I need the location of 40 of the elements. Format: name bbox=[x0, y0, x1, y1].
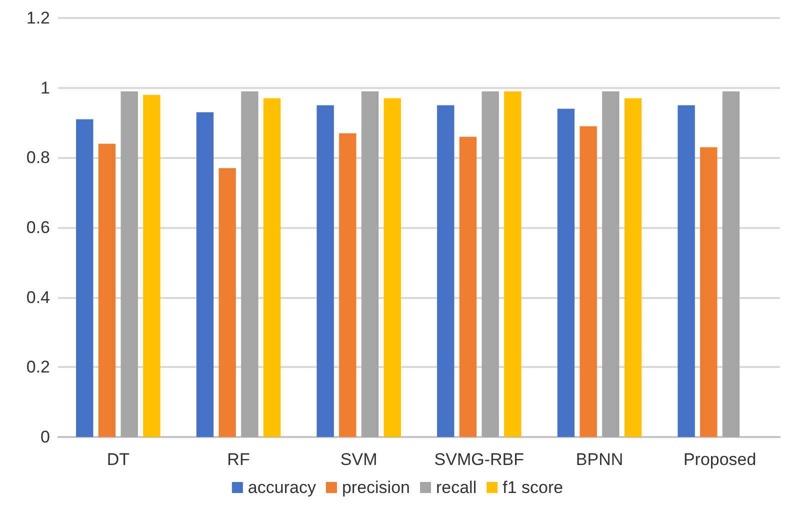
x-tick-label: SVM bbox=[340, 450, 378, 469]
bar bbox=[316, 105, 334, 437]
bar bbox=[722, 91, 740, 437]
bar bbox=[218, 168, 236, 437]
bar bbox=[504, 91, 522, 437]
y-tick-label: 0.2 bbox=[26, 358, 50, 377]
bar bbox=[602, 91, 620, 437]
y-tick-label: 1 bbox=[40, 78, 50, 98]
bar bbox=[384, 98, 401, 437]
bar bbox=[361, 91, 379, 437]
x-tick-label: RF bbox=[227, 450, 250, 469]
bar bbox=[339, 133, 356, 437]
y-tick-label: 0 bbox=[40, 428, 50, 446]
legend-label: accuracy bbox=[248, 478, 316, 497]
bar bbox=[143, 94, 160, 437]
bar bbox=[437, 105, 454, 437]
x-tick-label: SVMG-RBF bbox=[434, 450, 524, 469]
bar bbox=[700, 147, 718, 437]
bar bbox=[120, 91, 138, 437]
y-tick-label: 1.2 bbox=[26, 8, 50, 28]
y-tick-label: 0.4 bbox=[26, 288, 50, 307]
bar bbox=[196, 112, 214, 437]
x-tick-label: BPNN bbox=[576, 450, 624, 469]
bar bbox=[241, 91, 258, 437]
legend-label: f1 score bbox=[502, 478, 564, 497]
legend-label: precision bbox=[342, 478, 410, 497]
bar bbox=[482, 91, 499, 437]
legend-label: recall bbox=[436, 478, 477, 497]
bar bbox=[76, 119, 94, 437]
bar bbox=[557, 108, 575, 437]
bar bbox=[580, 126, 597, 437]
y-tick-label: 0.6 bbox=[26, 218, 50, 237]
bar bbox=[459, 136, 477, 437]
x-tick-label: Proposed bbox=[683, 450, 756, 469]
bar bbox=[98, 144, 116, 437]
y-tick-label: 0.8 bbox=[26, 148, 50, 168]
bar bbox=[678, 105, 695, 437]
bar bbox=[263, 98, 281, 437]
x-tick-label: DT bbox=[106, 450, 130, 469]
bar bbox=[624, 98, 642, 437]
